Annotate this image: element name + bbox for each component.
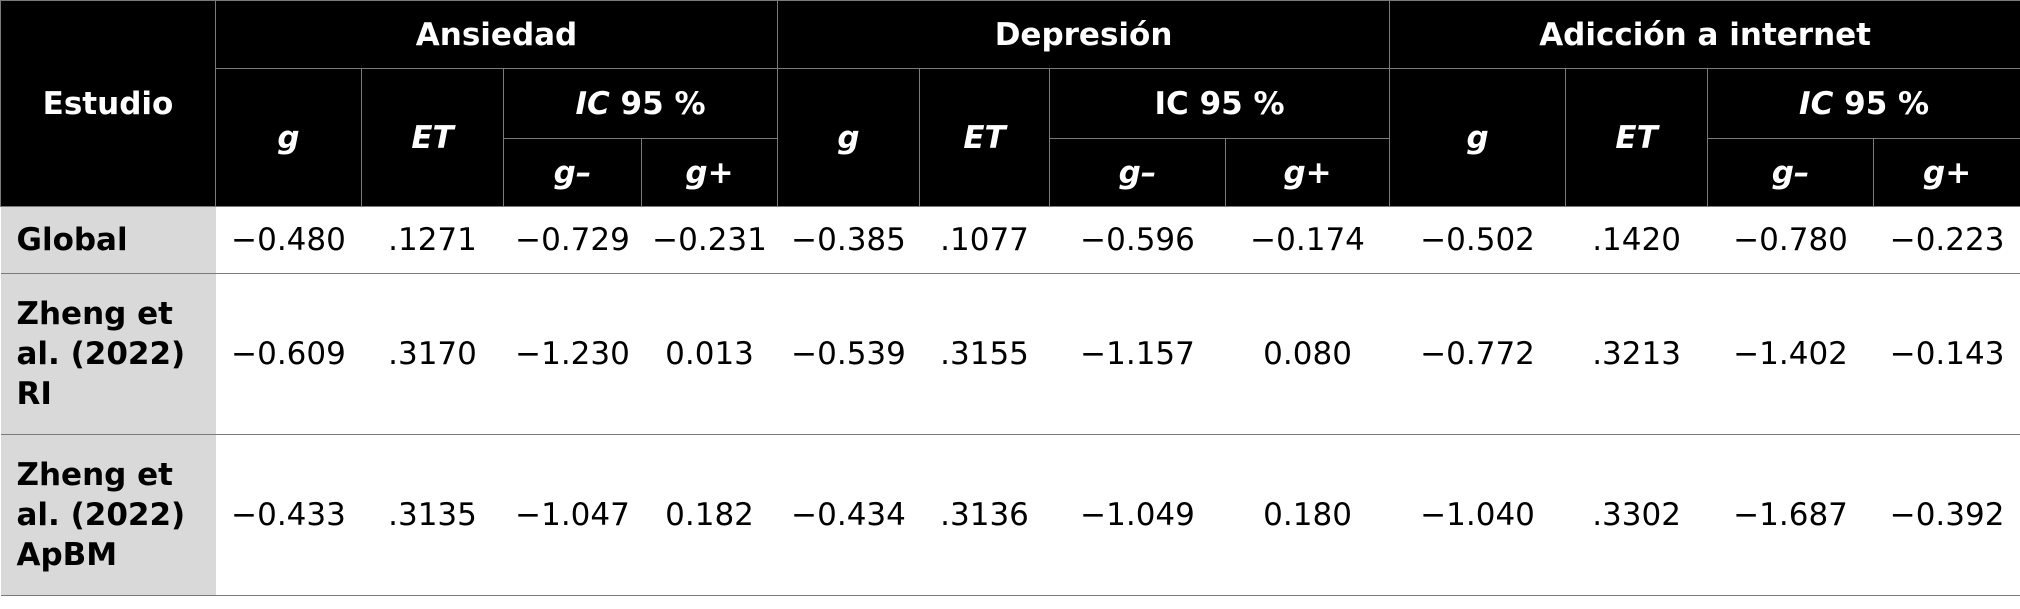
results-table: Estudio Ansiedad Depresión Adicción a in…: [0, 0, 2020, 596]
group-header-adiccion: Adicción a internet: [1389, 0, 2020, 69]
table-cell: −1.230: [503, 273, 642, 435]
table-cell: .1077: [919, 206, 1050, 274]
table-cell: −0.434: [777, 434, 920, 596]
group-header-depresion: Depresión: [777, 0, 1391, 69]
table-cell: 0.180: [1225, 434, 1390, 596]
table-cell: −1.047: [503, 434, 642, 596]
table-cell: .1420: [1565, 206, 1708, 274]
g-plus-label: g+: [1923, 154, 1972, 191]
table-cell: −0.596: [1049, 206, 1226, 274]
table-cell: −0.392: [1873, 434, 2020, 596]
g-plus-header: g+: [640, 138, 779, 207]
table-cell: −0.385: [777, 206, 920, 274]
table-cell: .1271: [361, 206, 504, 274]
table-cell: −0.433: [215, 434, 362, 596]
ic-prefix: IC: [575, 85, 610, 122]
ic-header: IC 95 %: [502, 68, 779, 139]
ic-header: IC 95 %: [1707, 68, 2020, 139]
g-minus-label: g–: [1118, 154, 1157, 191]
table-row-global: Global −0.480 .1271 −0.729 −0.231 −0.385…: [0, 206, 2020, 274]
et-header-label: ET: [411, 119, 454, 156]
g-plus-label: g+: [1283, 154, 1332, 191]
g-header-label: g: [837, 119, 860, 156]
table-cell: .3170: [361, 273, 504, 435]
table-cell: −0.231: [641, 206, 778, 274]
study-name: Zheng et al. (2022) RI: [0, 273, 216, 435]
table-cell: −0.174: [1225, 206, 1390, 274]
table-cell: 0.182: [641, 434, 778, 596]
ic-suffix: 95 %: [609, 85, 706, 122]
table-cell: −0.609: [215, 273, 362, 435]
table-row-zheng-ri: Zheng et al. (2022) RI −0.609 .3170 −1.2…: [0, 273, 2020, 435]
et-header-label: ET: [963, 119, 1006, 156]
table-cell: −0.502: [1389, 206, 1566, 274]
g-minus-header: g–: [1049, 138, 1227, 207]
study-name-line: al. (2022): [16, 336, 186, 372]
table-cell: −0.480: [215, 206, 362, 274]
study-name-line: RI: [16, 376, 52, 412]
table-cell: −1.157: [1049, 273, 1226, 435]
g-minus-header: g–: [1707, 138, 1875, 207]
study-header: Estudio: [0, 0, 216, 207]
et-header: ET: [361, 68, 504, 207]
table-cell: −0.729: [503, 206, 642, 274]
study-name: Global: [0, 206, 216, 274]
table-cell: −0.539: [777, 273, 920, 435]
table-cell: −1.049: [1049, 434, 1226, 596]
g-header-label: g: [277, 119, 300, 156]
table-cell: 0.013: [641, 273, 778, 435]
study-name-line: Zheng et: [16, 457, 173, 493]
g-minus-label: g–: [1771, 154, 1810, 191]
study-name: Zheng et al. (2022) ApBM: [0, 434, 216, 596]
table-cell: −0.772: [1389, 273, 1566, 435]
g-header: g: [777, 68, 921, 207]
table-cell: −1.402: [1707, 273, 1874, 435]
study-name-line: ApBM: [16, 537, 118, 573]
g-header: g: [1389, 68, 1567, 207]
table-cell: −1.040: [1389, 434, 1566, 596]
ic-suffix: 95 %: [1833, 85, 1930, 122]
table-cell: −1.687: [1707, 434, 1874, 596]
g-plus-header: g+: [1873, 138, 2020, 207]
table-cell: .3213: [1565, 273, 1708, 435]
table-row-zheng-apbm: Zheng et al. (2022) ApBM −0.433 .3135 −1…: [0, 434, 2020, 596]
g-header: g: [215, 68, 362, 207]
table-cell: −0.223: [1873, 206, 2020, 274]
g-plus-label: g+: [685, 154, 734, 191]
table-cell: −0.143: [1873, 273, 2020, 435]
ic-suffix: 95 %: [1188, 85, 1285, 122]
study-name-line: Zheng et: [16, 296, 173, 332]
table-cell: −0.780: [1707, 206, 1874, 274]
et-header: ET: [919, 68, 1051, 207]
g-minus-label: g–: [553, 154, 592, 191]
et-header: ET: [1565, 68, 1709, 207]
ic-prefix: IC: [1799, 85, 1834, 122]
et-header-label: ET: [1615, 119, 1658, 156]
table-cell: 0.080: [1225, 273, 1390, 435]
table-cell: .3136: [919, 434, 1050, 596]
g-plus-header: g+: [1225, 138, 1391, 207]
table-cell: .3135: [361, 434, 504, 596]
study-name-line: al. (2022): [16, 497, 186, 533]
group-header-ansiedad: Ansiedad: [214, 0, 779, 69]
g-header-label: g: [1466, 119, 1489, 156]
table-cell: .3302: [1565, 434, 1708, 596]
table-cell: .3155: [919, 273, 1050, 435]
g-minus-header: g–: [503, 138, 642, 207]
ic-header: IC 95 %: [1049, 68, 1391, 139]
ic-prefix: IC: [1154, 85, 1189, 122]
